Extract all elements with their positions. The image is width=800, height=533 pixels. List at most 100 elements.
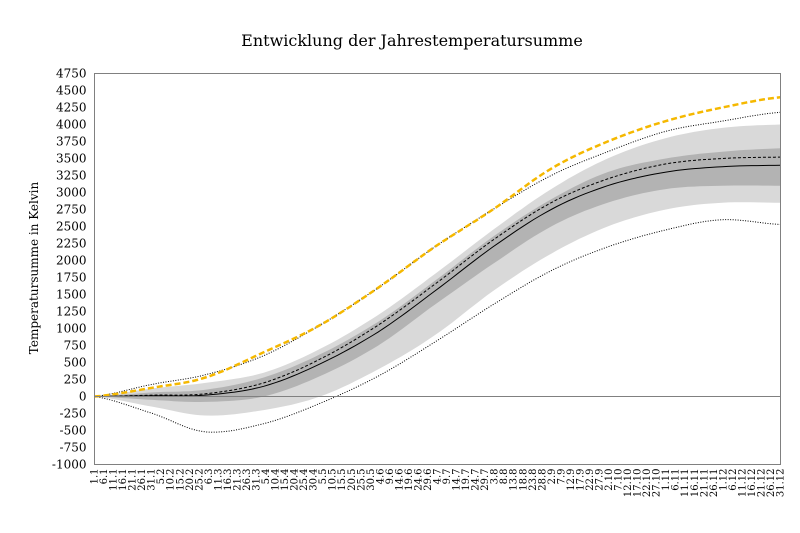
x-tick-label: 16.12 xyxy=(747,469,758,498)
x-tick-label: 18.8 xyxy=(518,469,529,491)
x-tick-label: 29.7 xyxy=(480,469,491,491)
x-tick-label: 21.11 xyxy=(699,469,710,498)
x-tick-label: 10.4 xyxy=(271,469,282,491)
y-tick-label: 4500 xyxy=(56,84,87,98)
x-tick-label: 6.3 xyxy=(204,469,215,485)
x-tick-label: 20.4 xyxy=(290,469,301,491)
series-median xyxy=(94,164,781,397)
x-tick-label: 15.5 xyxy=(337,469,348,491)
x-tick-label: 25.4 xyxy=(299,469,310,491)
band-inner-range xyxy=(94,148,781,402)
y-tick-label: 3750 xyxy=(56,135,87,149)
x-tick-label: 26.12 xyxy=(766,469,777,498)
x-tick-label: 6.12 xyxy=(728,469,739,491)
x-tick-label: 11.12 xyxy=(737,469,748,498)
x-tick-label: 19.6 xyxy=(404,469,415,491)
series-current-year xyxy=(94,96,781,398)
y-tick-label: 4750 xyxy=(56,67,87,81)
y-tick-label: -1000 xyxy=(52,458,87,472)
y-tick-label: 2000 xyxy=(56,254,87,268)
x-tick-label: 16.1 xyxy=(118,469,129,491)
y-tick-label: 3000 xyxy=(56,186,87,200)
x-tick-label: 21.1 xyxy=(128,469,139,491)
x-tick-label: 21.3 xyxy=(232,469,243,491)
x-tick-label: 27.9 xyxy=(595,469,606,491)
y-tick-label: 750 xyxy=(64,339,87,353)
x-tick-label: 14.7 xyxy=(452,469,463,491)
y-tick-label: 2250 xyxy=(56,237,87,251)
y-tick-label: 3500 xyxy=(56,152,87,166)
x-tick-label: 30.4 xyxy=(309,469,320,491)
y-tick-label: 500 xyxy=(64,356,87,370)
series-lines xyxy=(94,96,781,433)
y-tick-label: -250 xyxy=(60,407,87,421)
x-tick-label: 9.6 xyxy=(385,469,396,485)
x-tick-label: 23.8 xyxy=(528,469,539,491)
x-tick-label: 26.11 xyxy=(709,469,720,498)
x-tick-label: 10.5 xyxy=(328,469,339,491)
x-tick-label: 20.5 xyxy=(347,469,358,491)
y-tick-label: -500 xyxy=(60,424,87,438)
x-tick-label: 6.11 xyxy=(671,469,682,491)
x-tick-label: 5.4 xyxy=(261,469,272,485)
x-tick-label: 22.9 xyxy=(585,469,596,491)
x-tick-label: 25.2 xyxy=(194,469,205,491)
x-tick-label: 26.3 xyxy=(242,469,253,491)
x-tick-label: 2.10 xyxy=(604,469,615,491)
x-tick-label: 31.1 xyxy=(147,469,158,491)
x-tick-label: 4.7 xyxy=(433,469,444,485)
x-tick-label: 15.4 xyxy=(280,469,291,491)
x-tick-label: 17.10 xyxy=(633,469,644,498)
x-tick-label: 7.10 xyxy=(614,469,625,491)
x-tick-label: 12.9 xyxy=(566,469,577,491)
x-tick-label: 30.5 xyxy=(366,469,377,491)
y-tick-label: -750 xyxy=(60,441,87,455)
x-tick-label: 11.11 xyxy=(680,469,691,498)
x-tick-label: 16.3 xyxy=(223,469,234,491)
y-tick-label: 1250 xyxy=(56,305,87,319)
plot-area-border xyxy=(94,73,781,465)
x-tick-label: 12.10 xyxy=(623,469,634,498)
x-tick-label: 3.8 xyxy=(490,469,501,485)
y-axis-label: Temperatursumme in Kelvin xyxy=(27,182,41,355)
y-tick-label: 1000 xyxy=(56,322,87,336)
chart-title: Entwicklung der Jahrestemperatursumme xyxy=(241,31,583,50)
x-tick-label: 16.11 xyxy=(690,469,701,498)
x-tick-label: 2.9 xyxy=(547,469,558,485)
x-tick-label: 17.9 xyxy=(575,469,586,491)
x-ticks: 1.16.111.116.121.126.131.15.210.215.220.… xyxy=(90,469,787,498)
y-tick-label: 2750 xyxy=(56,203,87,217)
x-tick-label: 5.5 xyxy=(318,469,329,485)
x-tick-label: 24.7 xyxy=(471,469,482,491)
x-tick-label: 13.8 xyxy=(509,469,520,491)
y-ticks: -1000 -750 -500 -250 0 250 500 750 1000 1250 1500 1… xyxy=(52,67,87,472)
x-tick-label: 11.1 xyxy=(109,469,120,491)
x-tick-label: 25.5 xyxy=(356,469,367,491)
series-mean xyxy=(94,156,781,397)
range-bands xyxy=(94,124,781,416)
x-tick-label: 10.2 xyxy=(166,469,177,491)
x-tick-label: 14.6 xyxy=(394,469,405,491)
x-tick-label: 6.1 xyxy=(99,469,110,485)
y-tick-label: 1750 xyxy=(56,271,87,285)
x-tick-label: 7.9 xyxy=(556,469,567,485)
x-tick-label: 11.3 xyxy=(213,469,224,491)
x-tick-label: 29.6 xyxy=(423,469,434,491)
x-tick-label: 26.1 xyxy=(137,469,148,491)
x-tick-label: 27.10 xyxy=(652,469,663,498)
y-tick-label: 1500 xyxy=(56,288,87,302)
x-tick-label: 21.12 xyxy=(756,469,767,498)
x-tick-label: 19.7 xyxy=(461,469,472,491)
y-tick-label: 4250 xyxy=(56,101,87,115)
x-tick-label: 22.10 xyxy=(642,469,653,498)
y-tick-label: 4000 xyxy=(56,118,87,132)
y-tick-label: 2500 xyxy=(56,220,87,234)
x-tick-label: 1.11 xyxy=(661,469,672,491)
x-tick-label: 28.8 xyxy=(537,469,548,491)
x-tick-label: 8.8 xyxy=(499,469,510,485)
x-tick-label: 9.7 xyxy=(442,469,453,485)
x-tick-label: 31.12 xyxy=(776,469,787,498)
series-maximum xyxy=(94,111,781,397)
x-tick-label: 1.1 xyxy=(90,469,101,485)
